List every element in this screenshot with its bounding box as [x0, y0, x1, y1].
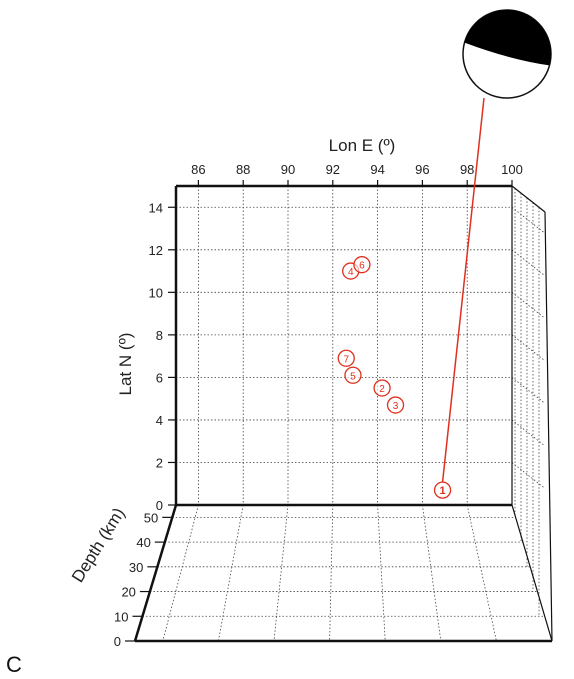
frame-side-top: [511, 185, 546, 213]
depth-tick-label-10: 10: [114, 609, 128, 624]
lon-tick-label-90: 90: [281, 162, 295, 177]
lon-tick-label-96: 96: [415, 162, 429, 177]
depth-tick-label-30: 30: [129, 560, 143, 575]
event-marker-7: [337, 349, 355, 367]
side-grid-lat-14: [511, 206, 546, 234]
lon-tick-label-92: 92: [326, 162, 340, 177]
panel-label: C: [6, 652, 22, 677]
lat-tick-label-0: 0: [156, 498, 163, 513]
lat-tick-label-8: 8: [156, 328, 163, 343]
axes-frame: [133, 184, 553, 643]
depth-tick-label-0: 0: [114, 634, 121, 649]
lon-tick-label-94: 94: [370, 162, 384, 177]
lat-tick-label-6: 6: [156, 370, 163, 385]
z-axis-title: Depth (km): [68, 504, 129, 585]
lon-tick-label-98: 98: [460, 162, 474, 177]
focal-mechanism-beachball: [441, 9, 552, 483]
lon-tick-label-86: 86: [191, 162, 205, 177]
event-label-2: 2: [379, 384, 385, 395]
event-marker-3: [386, 396, 405, 414]
side-grid-lat-8: [511, 334, 546, 362]
x-axis-title: Lon E (º): [329, 136, 396, 155]
floor-grid-lon-90: [273, 504, 289, 642]
side-grid-lat-10: [511, 292, 546, 319]
side-grid-lat-2: [511, 462, 546, 489]
side-panel-grid: [511, 188, 546, 617]
lat-tick-label-14: 14: [149, 200, 163, 215]
y-axis-title: Lat N (º): [116, 333, 135, 396]
floor-grid-lon-88: [218, 504, 244, 642]
floor-grid-lon-92: [329, 504, 334, 642]
floor-grid-lon-94: [377, 504, 386, 642]
floor-grid-lon-86: [162, 504, 199, 642]
depth-tick-label-40: 40: [136, 535, 150, 550]
floor-grid-lon-98: [466, 504, 497, 642]
event-marker-2: [373, 379, 391, 397]
lat-tick-label-12: 12: [149, 243, 163, 258]
depth-tick-label-50: 50: [144, 510, 158, 525]
frame-floor-right: [511, 504, 553, 642]
event-label-6: 6: [359, 261, 365, 272]
floor-grid-lon-96: [422, 504, 442, 642]
focal-mechanism-leader-line: [441, 97, 485, 483]
side-grid-lat-4: [511, 419, 546, 447]
side-grid-lat-12: [511, 249, 546, 277]
lon-tick-labels: 86 88 90 92 94 96 98 100: [191, 162, 523, 186]
event-label-1: 1: [439, 485, 445, 497]
event-marker-5: [344, 366, 362, 384]
frame-floor-left: [133, 504, 178, 642]
depth-floor-grid: [142, 504, 545, 642]
depth-tick-labels: 0 10 20 30 40 50: [114, 510, 173, 649]
event-marker-6: [353, 256, 371, 274]
event-label-4: 4: [348, 267, 354, 278]
lat-lon-grid: [176, 186, 512, 505]
lat-tick-label-4: 4: [156, 413, 163, 428]
beachball-compressional-quadrant: [464, 10, 551, 66]
side-grid-lat-6: [511, 377, 546, 404]
frame-side-right: [544, 211, 553, 642]
lon-tick-label-88: 88: [236, 162, 250, 177]
event-label-7: 7: [343, 354, 349, 365]
lat-tick-label-2: 2: [156, 455, 163, 470]
lat-tick-label-10: 10: [149, 285, 163, 300]
event-label-5: 5: [350, 371, 356, 382]
lat-tick-labels: 0 2 4 6 8 10 12 14: [149, 200, 176, 513]
depth-tick-label-20: 20: [121, 585, 135, 600]
event-label-3: 3: [393, 401, 399, 412]
lon-tick-label-100: 100: [501, 162, 523, 177]
